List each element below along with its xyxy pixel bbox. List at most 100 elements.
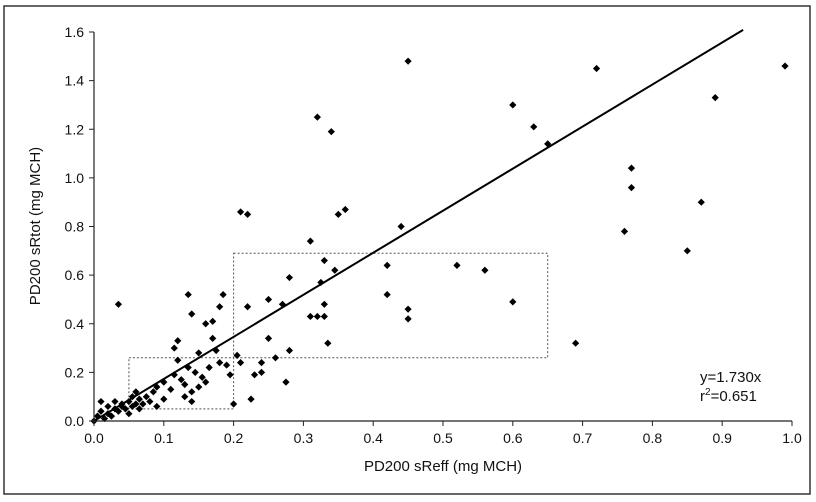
- data-point: [93, 412, 102, 420]
- data-point: [223, 361, 231, 369]
- highlight-box-2: [233, 252, 549, 359]
- y-tick-label: 0.0: [65, 413, 85, 429]
- data-point: [285, 346, 294, 355]
- y-tick-label: 0.2: [65, 364, 85, 380]
- data-point: [243, 210, 252, 218]
- data-point: [128, 402, 136, 411]
- data-point: [481, 266, 489, 274]
- data-point: [236, 359, 245, 367]
- data-point: [111, 397, 119, 406]
- data-point: [125, 397, 133, 406]
- data-point: [184, 363, 192, 372]
- data-point: [184, 290, 192, 299]
- r2-value: =0.651: [711, 388, 757, 405]
- x-tick-label: 0.9: [712, 430, 732, 446]
- data-point: [198, 373, 206, 381]
- x-tick-label: 0.0: [84, 430, 104, 446]
- data-point: [188, 310, 196, 318]
- data-point: [128, 393, 136, 401]
- x-tick-label: 0.8: [643, 430, 663, 446]
- data-point: [209, 334, 217, 342]
- data-point: [216, 303, 224, 311]
- y-tick-label: 1.0: [65, 170, 85, 186]
- highlight-box-1: [128, 357, 235, 410]
- data-point: [781, 62, 789, 70]
- data-point: [278, 300, 287, 308]
- data-point: [230, 400, 238, 408]
- data-point: [257, 359, 266, 367]
- data-point: [711, 94, 719, 102]
- data-point: [236, 208, 245, 216]
- y-ticks: 0.0 0.2 0.4 0.6 0.8 1.0 1.2 1.4 1.6: [65, 24, 94, 429]
- data-point: [247, 395, 255, 403]
- data-point: [181, 393, 189, 401]
- data-point: [317, 278, 325, 287]
- data-point: [313, 312, 321, 321]
- data-point: [181, 380, 189, 389]
- data-point: [125, 410, 133, 418]
- data-point: [544, 140, 552, 148]
- data-point: [153, 402, 161, 411]
- data-point: [188, 397, 196, 406]
- data-point: [404, 315, 412, 323]
- r2-superscript: 2: [705, 387, 711, 398]
- data-point: [620, 227, 629, 235]
- data-point: [397, 222, 405, 231]
- data-point: [404, 57, 412, 65]
- trend-line: [93, 28, 744, 422]
- data-point: [153, 383, 161, 391]
- data-point: [683, 247, 691, 255]
- data-point: [205, 363, 213, 372]
- equation-annotation: y=1.730x: [700, 369, 762, 386]
- data-point: [243, 303, 252, 311]
- data-point: [320, 312, 328, 321]
- r-squared-annotation: r2=0.651: [700, 387, 757, 405]
- r2-prefix: r: [700, 388, 705, 405]
- data-point: [177, 376, 185, 384]
- data-point: [135, 405, 143, 413]
- data-point: [114, 300, 123, 308]
- data-point: [209, 317, 217, 325]
- data-point: [195, 383, 203, 391]
- y-tick-label: 1.4: [65, 73, 85, 89]
- data-point: [313, 113, 321, 121]
- data-point: [334, 210, 342, 218]
- x-tick-label: 1.0: [782, 430, 802, 446]
- data-point: [202, 378, 210, 386]
- data-point: [341, 205, 349, 214]
- data-point: [697, 198, 705, 206]
- x-tick-label: 0.5: [433, 430, 453, 446]
- data-point: [121, 405, 130, 413]
- data-point: [572, 339, 580, 347]
- data-point: [97, 397, 105, 406]
- data-point: [327, 128, 335, 136]
- data-point: [139, 400, 147, 408]
- data-point: [195, 349, 203, 357]
- data-point: [233, 351, 241, 359]
- data-point: [104, 402, 112, 411]
- data-point: [627, 164, 636, 172]
- data-point: [306, 312, 314, 321]
- y-axis-label: PD200 sRtot (mg MCH): [27, 147, 44, 305]
- data-point: [404, 305, 412, 313]
- data-point: [264, 295, 273, 304]
- x-tick-label: 0.3: [294, 430, 314, 446]
- x-tick-label: 0.4: [363, 430, 383, 446]
- data-point: [146, 397, 154, 406]
- data-point: [170, 371, 178, 379]
- data-point: [219, 290, 227, 299]
- data-point: [114, 407, 123, 415]
- x-tick-label: 0.1: [154, 430, 174, 446]
- y-tick-label: 0.8: [65, 219, 85, 235]
- data-point: [142, 393, 150, 401]
- data-point: [592, 64, 601, 73]
- data-point: [331, 266, 339, 274]
- data-point: [160, 378, 168, 386]
- data-point: [132, 388, 140, 396]
- x-tick-label: 0.7: [573, 430, 593, 446]
- x-axis-label: PD200 sReff (mg MCH): [364, 458, 522, 475]
- data-point: [509, 298, 517, 306]
- data-point: [285, 273, 294, 282]
- data-point: [118, 400, 126, 408]
